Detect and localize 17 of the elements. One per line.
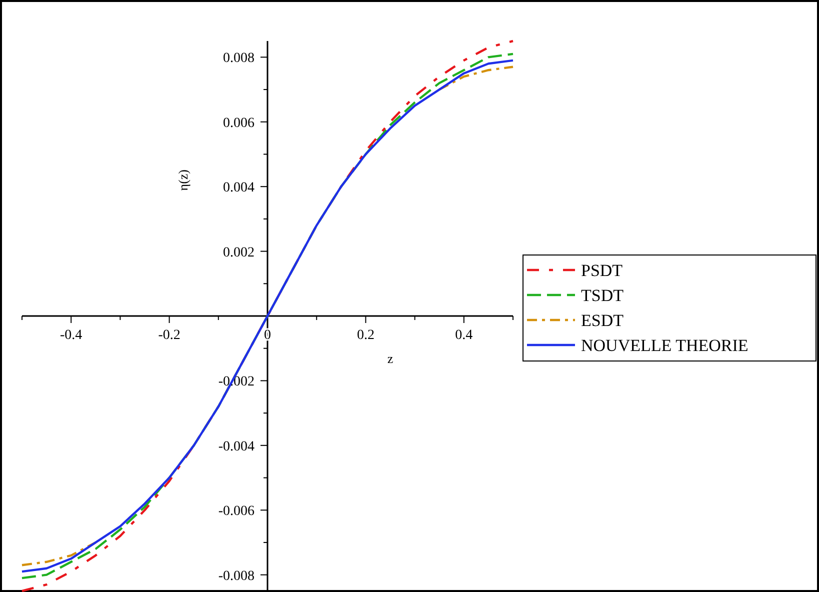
legend-label: PSDT <box>581 261 624 280</box>
y-axis-title: η(z) <box>176 170 190 191</box>
y-tick-label: -0.008 <box>218 568 254 584</box>
y-tick-label: -0.004 <box>218 439 254 454</box>
legend-label: ESDT <box>581 311 624 330</box>
y-tick-label: 0.008 <box>223 51 254 66</box>
y-tick-label: 0.002 <box>223 245 254 260</box>
legend-label: TSDT <box>581 286 624 305</box>
legend-label: NOUVELLE THEORIE <box>581 336 748 355</box>
x-tick-label: 0.4 <box>455 328 473 343</box>
x-axis-title: z <box>387 351 394 366</box>
x-tick-label: -0.4 <box>60 328 82 343</box>
x-tick-label: -0.2 <box>158 328 180 343</box>
y-tick-label: 0.004 <box>223 180 254 196</box>
y-tick-label: 0.006 <box>223 116 254 131</box>
x-tick-label: 0.2 <box>356 328 374 343</box>
y-tick-label: -0.006 <box>218 504 254 520</box>
